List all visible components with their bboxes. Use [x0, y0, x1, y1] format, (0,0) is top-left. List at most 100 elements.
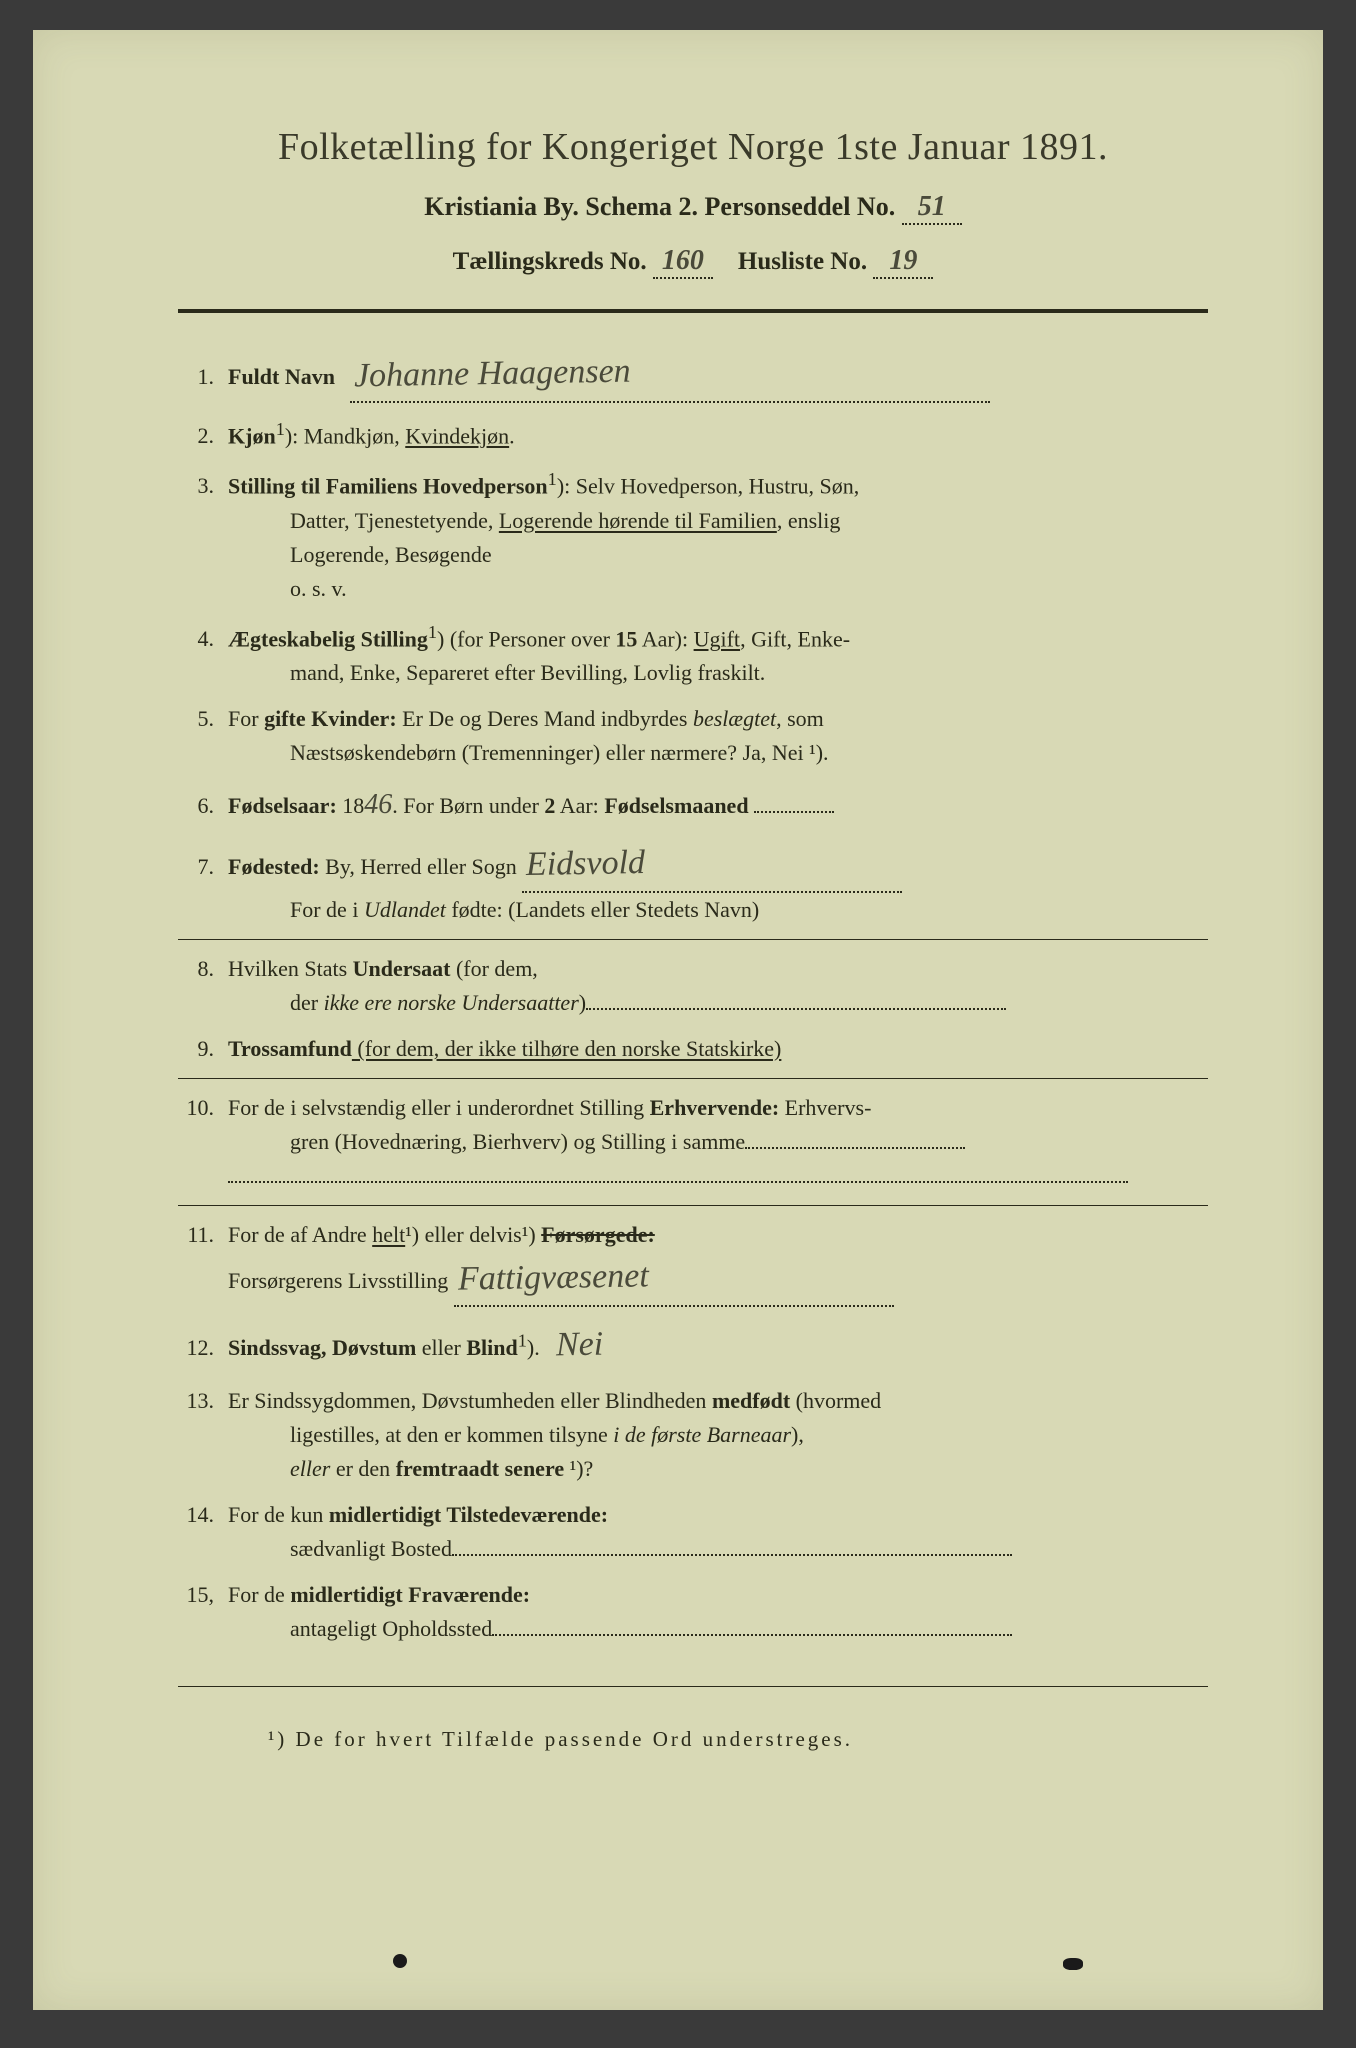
- q8-line2: der ikke ere norske Undersaatter): [228, 990, 586, 1015]
- q7-line1: By, Herred eller Sogn: [320, 854, 523, 879]
- q6-mid: . For Børn under: [392, 793, 544, 818]
- q8-row: 8. Hvilken Stats Undersaat (for dem, der…: [178, 952, 1208, 1020]
- q13-line2: ligestilles, at den er kommen tilsyne i …: [228, 1422, 804, 1447]
- q7-num: 7.: [178, 850, 228, 884]
- q15-num: 15,: [178, 1578, 228, 1612]
- kreds-no: 160: [662, 245, 704, 276]
- q5-l1c: Er De og Deres Mand indbyrdes: [397, 706, 693, 731]
- q7-value: Eidsvold: [526, 837, 646, 892]
- q13-l1b: medfødt: [712, 1388, 790, 1413]
- q11-strike: Førsørgede:: [541, 1222, 655, 1247]
- q8-l1a: Hvilken Stats: [228, 956, 353, 981]
- q12-text: eller: [416, 1335, 466, 1360]
- subtitle-prefix: Kristiania By. Schema 2. Personseddel No…: [424, 192, 895, 221]
- rule-after-10: [178, 1205, 1208, 1206]
- q15-l1b: midlertidigt Fraværende:: [290, 1582, 530, 1607]
- q2-row: 2. Kjøn1): Mandkjøn, Kvindekjøn.: [178, 415, 1208, 453]
- q8-l2b: ikke ere norske Undersaatter: [324, 990, 579, 1015]
- q12-text2: ).: [527, 1335, 540, 1360]
- q14-row: 14. For de kun midlertidigt Tilstedevære…: [178, 1498, 1208, 1566]
- rule-after-7: [178, 939, 1208, 940]
- q3-sup: 1: [548, 469, 557, 489]
- q2-sup: 1: [276, 419, 285, 439]
- q12-label2: Blind: [466, 1335, 517, 1360]
- q8-l1b: Undersaat: [353, 956, 451, 981]
- husliste-label: Husliste No.: [738, 248, 867, 275]
- q3-line1: ): Selv Hovedperson, Hustru, Søn,: [557, 473, 859, 498]
- q6-two: 2: [544, 793, 555, 818]
- q8-l2c: ): [579, 990, 586, 1015]
- q10-l1a: For de i selvstændig eller i underordnet…: [228, 1095, 650, 1120]
- damage-spot-2: [1063, 1958, 1083, 1970]
- q4-sup: 1: [428, 622, 437, 642]
- q3-label: Stilling til Familiens Hovedperson: [228, 473, 548, 498]
- q12-row: 12. Sindssvag, Døvstum eller Blind1). Ne…: [178, 1319, 1208, 1372]
- q14-num: 14.: [178, 1498, 228, 1532]
- q11-l1b: ¹) eller delvis¹): [405, 1222, 541, 1247]
- q7-line2: For de i Udlandet fødte: (Landets eller …: [228, 897, 759, 922]
- q13-l2b: i de første Barneaar: [613, 1422, 791, 1447]
- q4-row: 4. Ægteskabelig Stilling1) (for Personer…: [178, 618, 1208, 691]
- q13-line3: eller er den fremtraadt senere ¹)?: [228, 1456, 593, 1481]
- q6-num: 6.: [178, 789, 228, 823]
- q8-num: 8.: [178, 952, 228, 986]
- q7-row: 7. Fødested: By, Herred eller Sogn Eidsv…: [178, 838, 1208, 927]
- q13-row: 13. Er Sindssygdommen, Døvstumheden elle…: [178, 1384, 1208, 1486]
- q5-l1e: , som: [776, 706, 824, 731]
- q13-l2a: ligestilles, at den er kommen tilsyne: [290, 1422, 613, 1447]
- q3-line2b: , enslig: [777, 508, 841, 533]
- q3-line2: Datter, Tjenestetyende, Logerende hørend…: [228, 508, 840, 533]
- q3-line2-under: Logerende hørende til Familien: [499, 508, 777, 533]
- q1-num: 1.: [178, 360, 228, 394]
- q4-line2: mand, Enke, Separeret efter Bevilling, L…: [228, 660, 765, 685]
- q11-l1a: For de af Andre: [228, 1222, 372, 1247]
- damage-spot-1: [393, 1954, 407, 1968]
- q3-line3: Logerende, Besøgende: [228, 542, 492, 567]
- q11-value: Fattigvæsenet: [457, 1251, 649, 1307]
- q7-l2a: For de i: [290, 897, 364, 922]
- q14-l1b: midlertidigt Tilstedeværende:: [329, 1502, 608, 1527]
- q5-line2: Næstsøskendebørn (Tremenninger) eller næ…: [228, 740, 829, 765]
- q2-underlined: Kvindekjøn: [405, 423, 509, 448]
- q10-line2: gren (Hovednæring, Bierhverv) og Stillin…: [228, 1129, 745, 1154]
- q14-l1a: For de kun: [228, 1502, 329, 1527]
- main-title: Folketælling for Kongeriget Norge 1ste J…: [178, 125, 1208, 169]
- q5-row: 5. For gifte Kvinder: Er De og Deres Man…: [178, 702, 1208, 770]
- q8-l2a: der: [290, 990, 324, 1015]
- q4-l1a: ) (for Personer over: [437, 626, 615, 651]
- q13-l3a: eller: [290, 1456, 330, 1481]
- q6-row: 6. Fødselsaar: 1846. For Børn under 2 Aa…: [178, 783, 1208, 826]
- q4-l1d: , Gift, Enke-: [740, 626, 850, 651]
- rule-after-9: [178, 1078, 1208, 1079]
- q10-num: 10.: [178, 1091, 228, 1125]
- q13-l1a: Er Sindssygdommen, Døvstumheden eller Bl…: [228, 1388, 712, 1413]
- q3-line4: o. s. v.: [228, 576, 347, 601]
- q11-line2: Forsørgerens Livsstilling: [228, 1268, 454, 1293]
- rule-footer: [178, 1686, 1208, 1687]
- q1-value: Johanne Haagensen: [354, 346, 632, 404]
- q1-row: 1. Fuldt Navn Johanne Haagensen: [178, 348, 1208, 403]
- q13-l1c: (hvormed: [790, 1388, 881, 1413]
- q11-num: 11.: [178, 1218, 228, 1252]
- q6-label: Fødselsaar:: [228, 793, 337, 818]
- q5-l1a: For: [228, 706, 264, 731]
- q10-l1b: Erhvervende:: [650, 1095, 780, 1120]
- census-form-page: Folketælling for Kongeriget Norge 1ste J…: [33, 30, 1323, 2010]
- kreds-label: Tællingskreds No.: [453, 248, 647, 275]
- footnote: ¹) De for hvert Tilfælde passende Ord un…: [178, 1727, 1208, 1752]
- personseddel-no: 51: [918, 191, 946, 222]
- q5-l1b: gifte Kvinder:: [264, 706, 397, 731]
- q13-l3c: fremtraadt senere: [396, 1456, 564, 1481]
- q12-value: Nei: [556, 1319, 604, 1373]
- q9-text: (for dem, der ikke tilhøre den norske St…: [352, 1036, 781, 1061]
- q1-label: Fuldt Navn: [228, 364, 335, 389]
- form-header: Folketælling for Kongeriget Norge 1ste J…: [178, 125, 1208, 279]
- q3-row: 3. Stilling til Familiens Hovedperson1):…: [178, 465, 1208, 606]
- q7-l2b: Udlandet: [364, 897, 446, 922]
- q5-l1d: beslægtet: [693, 706, 776, 731]
- q5-num: 5.: [178, 702, 228, 736]
- q15-l1a: For de: [228, 1582, 290, 1607]
- q13-l3d: ¹)?: [564, 1456, 593, 1481]
- header-rule: [178, 309, 1208, 313]
- q4-l1c: Aar):: [637, 626, 693, 651]
